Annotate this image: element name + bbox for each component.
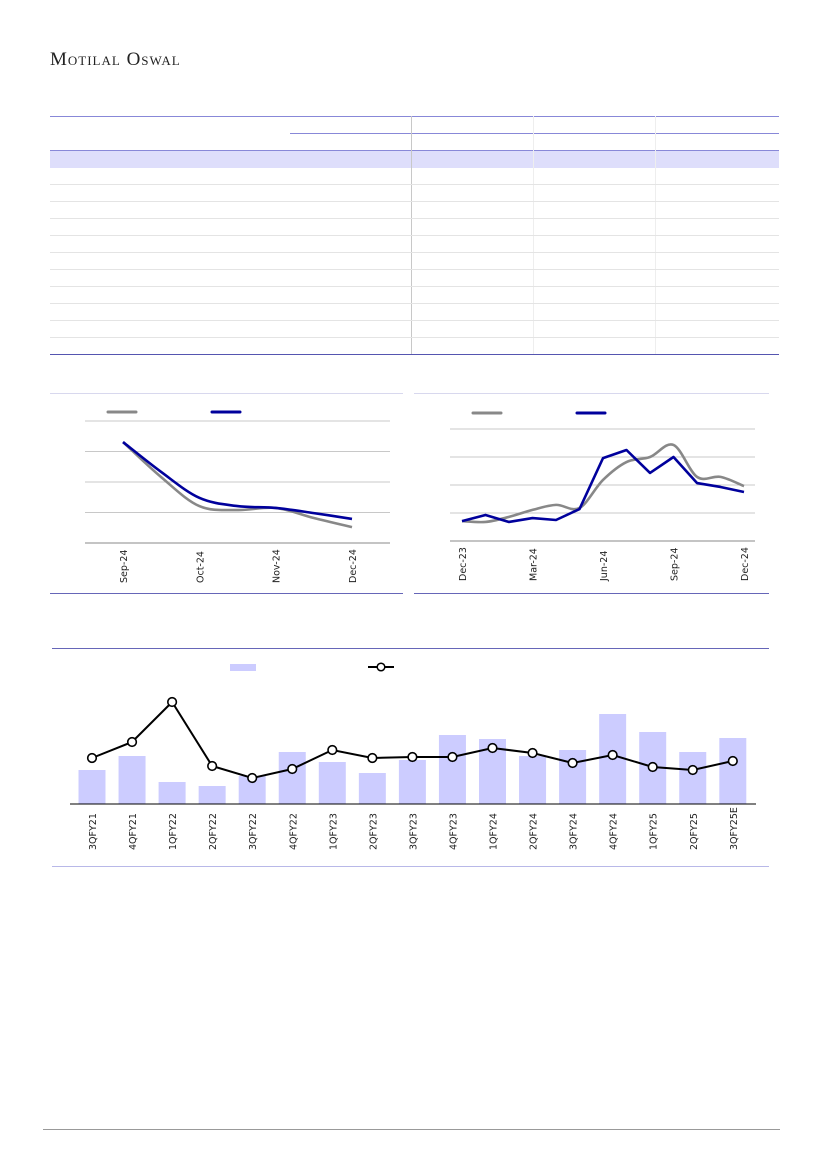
data-point-marker [447,751,458,763]
data-point-marker [207,760,218,772]
x-tick-label: 1QFY24 [489,813,500,850]
data-point-marker [126,736,138,748]
legend-bar-swatch [230,664,256,671]
bar [118,756,146,804]
chart2-bottom-rule [414,593,769,594]
table-row-rule [50,269,779,270]
data-point-marker [407,751,418,763]
bar [318,762,346,804]
series-line-gray [122,441,353,529]
company-logo: Motilal Oswal [50,49,181,70]
data-point-marker [86,752,98,764]
x-tick-label: Dec-24 [740,547,751,581]
x-tick-label: 2QFY25 [689,813,700,850]
x-tick-label: Mar-24 [529,548,540,581]
table-row-rule [50,337,779,338]
x-tick-label: Sep-24 [119,550,130,583]
data-point-marker [727,755,738,767]
x-tick-label: 1QFY22 [168,813,179,850]
data-point-marker [287,763,298,775]
bar [398,760,426,804]
footer-rule [43,1129,780,1130]
x-tick-label: 1QFY25 [649,813,660,850]
data-point-marker [647,761,658,773]
table-row-rule [50,252,779,253]
x-tick-label: Jun-24 [599,551,610,582]
x-tick-label: 4QFY24 [609,813,620,850]
x-tick-label: 3QFY24 [569,813,580,850]
x-tick-label: Sep-24 [670,548,681,581]
bar [278,752,306,804]
x-tick-label: Nov-24 [272,549,283,583]
table-row-rule [50,235,779,236]
table-bottom-rule [50,354,779,355]
chart1-bottom-rule [50,593,403,594]
table-top-rule [50,116,779,117]
bar [519,756,547,804]
table-row-rule [50,218,779,219]
x-tick-label: 1QFY23 [328,813,339,850]
bar [158,782,186,804]
x-tick-label: 3QFY22 [248,813,259,850]
chart2-top-rule [414,393,769,394]
x-tick-label: 3QFY21 [88,813,99,850]
data-point-marker [607,749,618,761]
bar [719,738,747,804]
x-tick-label: 3QFY25E [729,807,740,850]
x-tick-label: 3QFY23 [408,813,419,850]
series-line-gray [461,443,745,524]
data-point-marker [527,747,538,759]
x-tick-label: Dec-23 [458,547,469,581]
chart3-bottom-rule [52,866,769,867]
x-tick-label: 4QFY22 [288,813,299,850]
x-tick-label: 4QFY21 [128,813,139,850]
bar [358,773,386,804]
series-line-blue [461,448,745,524]
x-tick-label: 4QFY23 [448,813,459,850]
legend-marker-icon [376,662,386,672]
data-point-marker [367,752,378,764]
x-tick-label: 2QFY24 [529,813,540,850]
chart3-top-rule [52,648,769,649]
x-tick-label: Dec-24 [348,549,359,583]
x-tick-label: 2QFY22 [208,813,219,850]
x-tick-label: 2QFY23 [368,813,379,850]
data-point-marker [327,744,338,756]
data-point-marker [487,742,498,754]
bar [198,786,226,804]
bar [78,770,106,804]
chart1-top-rule [50,393,403,394]
table-row-rule [50,184,779,185]
table-row-rule [50,201,779,202]
table-row-rule [50,286,779,287]
data-point-marker [247,772,258,784]
table-highlight-row [50,151,779,168]
table-row-rule [50,320,779,321]
data-point-marker [167,696,178,708]
data-point-marker [567,757,578,769]
bar [679,752,707,804]
data-point-marker [687,764,698,776]
table-header-rule [50,150,779,151]
x-tick-label: Oct-24 [195,551,206,583]
table-subheader-rule [290,133,779,134]
table-row-rule [50,303,779,304]
series-line-blue [122,441,353,521]
bar [438,735,466,804]
